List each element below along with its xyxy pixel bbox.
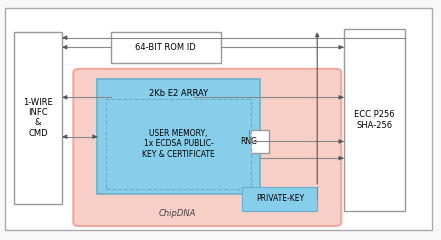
FancyBboxPatch shape	[14, 32, 62, 204]
FancyBboxPatch shape	[344, 29, 405, 211]
FancyBboxPatch shape	[73, 69, 341, 226]
Text: USER MEMORY,
1x ECDSA PUBLIC-
KEY & CERTIFICATE: USER MEMORY, 1x ECDSA PUBLIC- KEY & CERT…	[142, 129, 215, 159]
FancyBboxPatch shape	[243, 187, 317, 211]
Text: 1-WIRE
INFC
&
CMD: 1-WIRE INFC & CMD	[23, 97, 53, 138]
FancyBboxPatch shape	[106, 99, 251, 189]
Text: ECC P256
SHA-256: ECC P256 SHA-256	[354, 110, 395, 130]
FancyBboxPatch shape	[111, 82, 194, 113]
FancyBboxPatch shape	[5, 8, 431, 230]
Text: PRIVATE-KEY: PRIVATE-KEY	[256, 194, 304, 203]
Text: ChipDNA: ChipDNA	[159, 209, 196, 218]
Text: 64-BIT ROM ID: 64-BIT ROM ID	[135, 43, 196, 52]
FancyBboxPatch shape	[229, 130, 269, 153]
FancyBboxPatch shape	[111, 32, 220, 63]
Text: 2Kb E2 ARRAY: 2Kb E2 ARRAY	[149, 89, 208, 98]
Text: RNG: RNG	[241, 137, 258, 146]
Text: BUFFER: BUFFER	[136, 93, 169, 102]
FancyBboxPatch shape	[97, 79, 260, 194]
